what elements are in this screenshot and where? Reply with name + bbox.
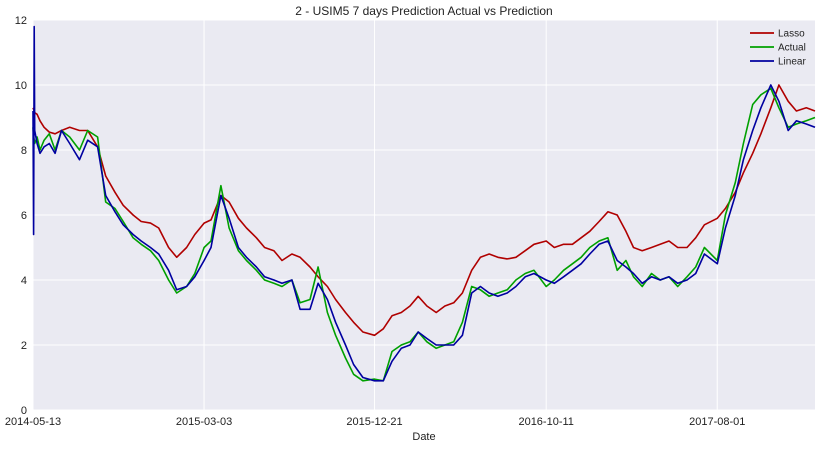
x-tick-label: 2015-12-21 (346, 416, 402, 428)
y-tick-label: 12 (15, 15, 27, 27)
series-lines (32, 25, 816, 382)
series-line-lasso (32, 84, 816, 337)
y-tick-label: 0 (21, 405, 27, 417)
x-tick-label: 2014-05-13 (5, 416, 61, 428)
x-tick-label: 2016-10-11 (518, 416, 573, 428)
x-tick-label: 2017-08-01 (689, 416, 745, 428)
legend-label-lasso: Lasso (778, 29, 805, 40)
y-tick-label: 4 (21, 275, 27, 287)
legend-label-actual: Actual (778, 43, 806, 54)
x-axis: 2014-05-13 2015-03-03 2015-12-21 2016-10-11… (5, 416, 746, 428)
grid-lines (32, 19, 815, 411)
x-tick-label: 2015-03-03 (176, 416, 232, 428)
series-line-actual (32, 87, 816, 382)
y-axis: 0 2 4 6 8 10 12 (15, 15, 27, 417)
y-tick-label: 6 (21, 210, 27, 222)
x-axis-label: Date (412, 431, 435, 443)
series-line-linear (32, 25, 816, 382)
legend-label-linear: Linear (778, 57, 806, 68)
legend: Lasso Actual Linear (750, 29, 806, 68)
y-tick-label: 10 (15, 80, 27, 92)
chart-title: 2 - USIM5 7 days Prediction Actual vs Pr… (295, 4, 552, 18)
y-tick-label: 8 (21, 145, 27, 157)
y-tick-label: 2 (21, 340, 27, 352)
